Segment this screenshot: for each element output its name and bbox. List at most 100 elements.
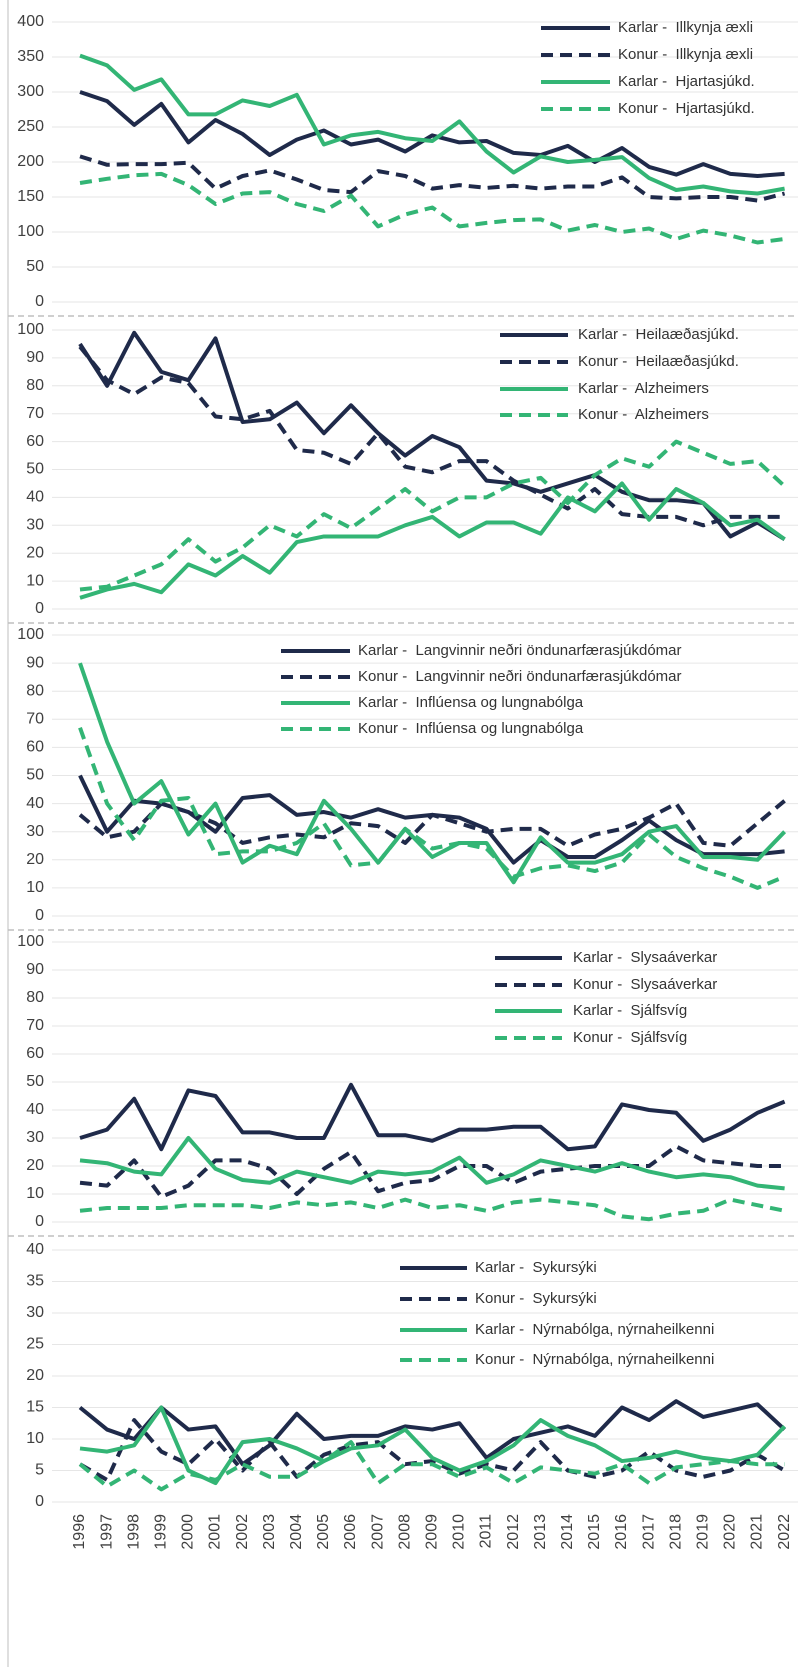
y-tick-label: 50 [26,767,44,784]
y-tick-label: 350 [17,48,44,65]
x-tick-label: 2020 [722,1514,739,1550]
legend-label: Karlar - Langvinnir neðri öndunarfærasjú… [358,642,682,659]
y-tick-label: 10 [26,572,44,589]
y-tick-label: 5 [35,1462,44,1479]
x-tick-label: 2022 [776,1514,793,1550]
series-line [78,1399,786,1467]
y-tick-label: 0 [35,600,44,617]
x-tick-label: 2010 [451,1514,468,1550]
x-tick-label: 2013 [532,1514,549,1550]
series-line [78,799,786,848]
y-tick-label: 10 [26,1430,44,1447]
y-tick-label: 250 [17,118,44,135]
series-line [79,1082,786,1152]
x-tick-label: 2019 [695,1514,712,1550]
series-line [78,1440,785,1492]
y-tick-label: 70 [26,405,44,422]
x-tick-label: 2006 [342,1514,359,1550]
legend-label: Karlar - Slysaáverkar [573,949,717,966]
legend-label: Karlar - Illkynja æxli [618,19,753,36]
series-line [79,171,785,245]
legend-label: Konur - Alzheimers [578,406,709,423]
legend-label: Karlar - Sykursýki [475,1259,597,1276]
y-tick-label: 90 [26,349,44,366]
y-tick-label: 100 [17,321,44,338]
y-tick-label: 0 [35,293,44,310]
y-tick-label: 50 [26,1073,44,1090]
y-tick-label: 100 [17,626,44,643]
y-tick-label: 200 [17,153,44,170]
y-tick-label: 80 [26,682,44,699]
y-tick-label: 20 [26,851,44,868]
y-tick-label: 40 [26,1241,44,1258]
y-tick-label: 10 [26,879,44,896]
legend-label: Karlar - Nýrnabólga, nýrnaheilkenni [475,1321,714,1338]
y-tick-label: 30 [26,1129,44,1146]
legend-label: Konur - Sykursýki [475,1290,597,1307]
legend-label: Konur - Inflúensa og lungnabólga [358,720,584,737]
x-tick-label: 2016 [613,1514,630,1550]
y-tick-label: 90 [26,961,44,978]
y-tick-label: 30 [26,1304,44,1321]
y-tick-label: 100 [17,223,44,240]
y-tick-label: 30 [26,517,44,534]
y-tick-label: 20 [26,544,44,561]
legend-label: Konur - Hjartasjúkd. [618,100,755,117]
x-tick-label: 2017 [640,1514,657,1550]
y-tick-label: 300 [17,83,44,100]
x-tick-label: 2021 [749,1514,766,1550]
y-tick-label: 10 [26,1185,44,1202]
x-tick-label: 2002 [234,1514,251,1550]
series-line [79,154,786,203]
series-line [78,662,787,885]
y-tick-label: 60 [26,739,44,756]
x-tick-label: 2018 [667,1514,684,1550]
legend-label: Karlar - Inflúensa og lungnabólga [358,694,584,711]
y-tick-label: 30 [26,823,44,840]
y-tick-label: 70 [26,1017,44,1034]
y-tick-label: 70 [26,711,44,728]
y-tick-label: 60 [26,1045,44,1062]
legend-label: Konur - Sjálfsvíg [573,1029,687,1046]
y-tick-label: 100 [17,933,44,950]
series-line [79,90,785,178]
legend-label: Konur - Langvinnir neðri öndunarfærasjúk… [358,668,682,685]
x-tick-label: 1997 [98,1514,115,1550]
series-line [78,1418,786,1482]
y-tick-label: 90 [26,654,44,671]
series-line [79,481,786,600]
x-tick-label: 2005 [315,1514,332,1550]
x-tick-label: 2000 [180,1514,197,1550]
x-tick-label: 2015 [586,1514,603,1550]
y-tick-label: 25 [26,1336,44,1353]
y-tick-label: 80 [26,377,44,394]
y-tick-label: 35 [26,1273,44,1290]
legend-label: Karlar - Hjartasjúkd. [618,73,755,90]
y-tick-label: 15 [26,1399,44,1416]
y-tick-label: 0 [35,907,44,924]
y-tick-label: 20 [26,1157,44,1174]
y-tick-label: 50 [26,258,44,275]
y-tick-label: 40 [26,1101,44,1118]
legend-label: Karlar - Heilaæðasjúkd. [578,326,739,343]
x-tick-label: 2004 [288,1514,305,1550]
legend-label: Konur - Heilaæðasjúkd. [578,353,739,370]
legend-label: Konur - Slysaáverkar [573,976,717,993]
x-tick-label: 2003 [261,1514,278,1550]
legend-label: Karlar - Sjálfsvíg [573,1002,687,1019]
x-tick-label: 2012 [505,1514,522,1550]
x-tick-label: 2014 [559,1514,576,1550]
legend-label: Konur - Nýrnabólga, nýrnaheilkenni [475,1351,714,1368]
x-tick-label: 2001 [207,1514,224,1550]
x-tick-label: 2009 [424,1514,441,1550]
series-line [79,439,786,592]
y-tick-label: 50 [26,461,44,478]
series-line [79,1197,786,1222]
y-tick-label: 80 [26,989,44,1006]
y-tick-label: 0 [35,1493,44,1510]
x-tick-label: 1996 [71,1514,88,1550]
y-tick-label: 40 [26,489,44,506]
series-line [79,1144,785,1199]
y-tick-label: 0 [35,1213,44,1230]
